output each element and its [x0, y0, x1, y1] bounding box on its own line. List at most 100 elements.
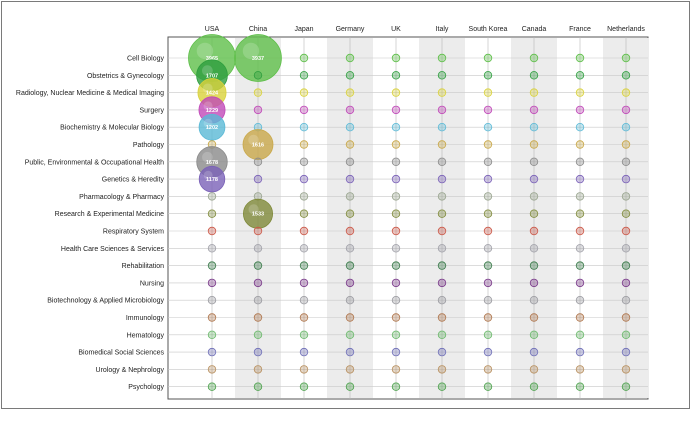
bubble-point [253, 330, 263, 339]
bubble-point [391, 105, 401, 115]
category-tick-label: Urology & Nephrology [96, 367, 165, 374]
bubble-point [575, 53, 585, 63]
bubble-point [483, 226, 493, 236]
category-tick-label: Pathology [133, 142, 165, 149]
bubble-point [575, 209, 585, 218]
bubble-point [345, 88, 355, 97]
bubble-point [207, 347, 217, 357]
bubble-point [437, 105, 447, 115]
bubble-point [621, 105, 631, 115]
bubble-point [437, 209, 447, 218]
bubble-point [207, 209, 217, 218]
bubble-point [621, 365, 631, 374]
country-tick-label: South Korea [469, 26, 508, 33]
bubble-point [437, 365, 447, 374]
bubble-point [253, 296, 263, 305]
bubble-point [529, 296, 539, 305]
bubble-point [345, 53, 355, 63]
bubble-point [391, 278, 401, 288]
bubble-point [299, 71, 309, 80]
country-tick-label: Japan [294, 26, 313, 33]
category-tick-label: Biochemistry & Molecular Biology [60, 125, 164, 132]
bubble-point [437, 244, 447, 253]
bubble-point [345, 296, 355, 305]
category-tick-label: Immunology [126, 315, 165, 322]
bubble-point [575, 330, 585, 339]
bubble-point [299, 226, 309, 236]
bubble-point [483, 261, 493, 270]
bubble-point [207, 226, 217, 236]
bubble-point [575, 261, 585, 270]
bubble-point [437, 88, 447, 97]
bubble-point [391, 226, 401, 236]
category-tick-label: Nursing [140, 280, 164, 287]
bubble-point [575, 226, 585, 236]
bubble-data-label: 1178 [206, 177, 218, 183]
bubble-data-label: 1678 [206, 160, 218, 166]
bubble-point [483, 330, 493, 339]
bubble-point [621, 140, 631, 149]
bubble-point [621, 278, 631, 288]
bubble-point [529, 140, 539, 149]
bubble-point [621, 157, 631, 166]
bubble-point [529, 209, 539, 218]
bubble-highlight [248, 204, 259, 215]
bubble-point [437, 261, 447, 270]
bubble-data-label: 1202 [206, 125, 218, 131]
bubble-point [253, 157, 263, 166]
bubble-point [621, 244, 631, 253]
category-tick-label: Pharmacology & Pharmacy [79, 194, 164, 201]
bubble-point [345, 261, 355, 270]
category-tick-label: Biomedical Social Sciences [78, 350, 164, 357]
country-tick-label: China [249, 26, 267, 33]
country-tick-label: Netherlands [607, 26, 645, 33]
bubble-point [437, 53, 447, 63]
bubble-point [345, 330, 355, 339]
bubble-point [299, 105, 309, 115]
bubble-point [621, 122, 631, 132]
bubble-highlight [242, 42, 260, 60]
bubble-point [391, 365, 401, 374]
bubble-highlight [196, 42, 214, 60]
bubble-point [483, 174, 493, 184]
bubble-point [529, 365, 539, 374]
bubble-point [391, 192, 401, 201]
category-tick-label: Surgery [139, 107, 164, 114]
bubble-point [345, 192, 355, 201]
bubble-point [621, 226, 631, 236]
bubble-point [483, 296, 493, 305]
bubble-point [621, 330, 631, 339]
bubble-point [575, 105, 585, 115]
bubble-point [299, 122, 309, 132]
bubble-point [299, 140, 309, 149]
country-tick-label: USA [205, 26, 220, 33]
bubble-point [207, 365, 217, 374]
bubble-point [299, 296, 309, 305]
bubble-point [207, 382, 217, 391]
bubble-point [198, 113, 226, 141]
bubble-point [299, 244, 309, 253]
bubble-point [345, 278, 355, 288]
bubble-point [529, 122, 539, 132]
country-tick-label: Canada [522, 26, 547, 33]
bubble-point [621, 53, 631, 63]
bubble-point [621, 209, 631, 218]
country-tick-label: Italy [436, 26, 449, 33]
bubble-point [207, 278, 217, 288]
bubble-point [437, 140, 447, 149]
category-tick-label: Research & Experimental Medicine [55, 211, 164, 218]
bubble-point [299, 330, 309, 339]
bubble-point [253, 226, 263, 236]
bubble-point [575, 382, 585, 391]
bubble-point [391, 71, 401, 80]
bubble-point [391, 296, 401, 305]
bubble-point [391, 174, 401, 184]
bubble-point [253, 244, 263, 253]
bubble-point [253, 347, 263, 357]
bubble-point [621, 71, 631, 80]
bubble-point [207, 244, 217, 253]
bubble-point [345, 122, 355, 132]
bubble-point [299, 157, 309, 166]
bubble-point [483, 105, 493, 115]
bubble-point [345, 365, 355, 374]
